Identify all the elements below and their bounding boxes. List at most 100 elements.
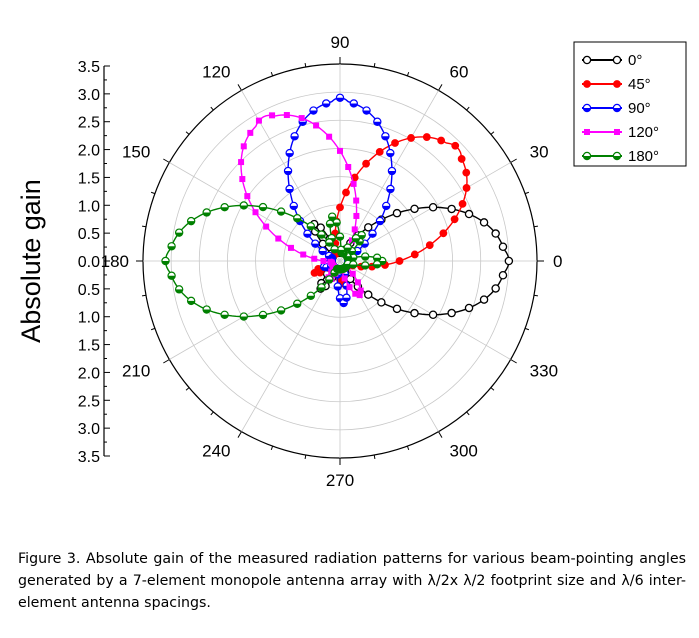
data-point — [391, 139, 399, 147]
data-point — [316, 268, 324, 277]
data-point — [303, 229, 312, 238]
angle-label: 270 — [326, 471, 354, 490]
data-point — [410, 308, 419, 318]
y-axis-label: Absolute gain — [16, 179, 46, 343]
figure-caption: Figure 3. Absolute gain of the measured … — [18, 551, 686, 611]
data-point — [293, 299, 302, 308]
radial-tick-label: 1.5 — [78, 338, 100, 355]
data-point — [220, 203, 229, 212]
radial-tick-label: 2.0 — [78, 365, 100, 382]
data-point — [320, 258, 327, 264]
angle-tick — [141, 225, 147, 228]
legend-entry: 120° — [582, 124, 659, 141]
data-point — [498, 271, 508, 280]
data-point — [325, 219, 335, 228]
data-point — [377, 298, 386, 307]
radial-tick-label: 2.0 — [78, 143, 100, 160]
angle-tick — [438, 84, 443, 91]
data-point — [293, 214, 302, 223]
data-point — [582, 103, 592, 113]
data-point — [239, 312, 249, 321]
data-point — [174, 285, 184, 294]
data-point — [337, 147, 343, 154]
data-point — [392, 208, 402, 218]
data-point — [386, 184, 395, 194]
angle-tick — [270, 71, 274, 77]
data-point — [356, 292, 363, 299]
angle-tick — [210, 106, 214, 111]
data-point — [345, 163, 352, 170]
data-point — [349, 99, 358, 108]
data-point — [161, 256, 170, 266]
data-point — [325, 238, 334, 247]
legend-entry: 90° — [582, 100, 651, 117]
data-point — [275, 235, 282, 242]
data-point — [240, 143, 247, 150]
data-point — [258, 310, 268, 320]
data-point — [349, 260, 358, 269]
data-point — [361, 252, 370, 261]
data-point — [290, 132, 299, 141]
angle-tick — [466, 106, 470, 111]
data-point — [410, 204, 419, 214]
data-point — [362, 159, 370, 168]
data-point — [407, 134, 415, 142]
data-point — [437, 136, 446, 145]
data-point — [382, 201, 391, 211]
angle-label: 150 — [122, 143, 150, 162]
data-point — [612, 151, 622, 161]
radial-tick-label: 3.0 — [78, 87, 100, 104]
data-point — [258, 202, 268, 212]
data-point — [317, 283, 326, 292]
angle-tick — [438, 431, 443, 438]
data-point — [313, 122, 320, 129]
data-point — [428, 203, 438, 212]
data-point — [349, 270, 356, 277]
angle-label: 120 — [202, 62, 230, 81]
data-point — [186, 216, 196, 226]
data-point — [354, 279, 361, 286]
data-point — [368, 229, 377, 238]
data-point — [317, 230, 326, 239]
angle-tick — [150, 191, 156, 195]
data-point — [410, 250, 419, 259]
data-point — [327, 212, 337, 221]
data-point — [283, 166, 293, 176]
angle-tick — [304, 62, 307, 68]
data-point — [447, 204, 456, 214]
data-point — [332, 218, 341, 227]
data-point — [353, 212, 360, 219]
data-point — [255, 117, 262, 124]
angle-labels: 0 30 60 90 120 150 180 210 240 270 300 330 — [101, 33, 563, 490]
data-point — [300, 251, 307, 258]
data-point — [491, 284, 500, 293]
angle-tick — [524, 191, 530, 195]
data-point — [322, 99, 331, 108]
data-point — [362, 106, 371, 115]
grid-spoke — [339, 260, 511, 360]
data-series — [161, 93, 514, 321]
data-point — [351, 226, 358, 233]
radial-tick-label: 2.5 — [78, 393, 100, 410]
angle-label: 30 — [530, 143, 549, 162]
series-4 — [161, 201, 387, 321]
data-point — [422, 133, 431, 141]
data-point — [613, 80, 621, 88]
data-point — [311, 239, 320, 248]
data-point — [336, 203, 344, 212]
data-point — [167, 242, 176, 251]
angle-tick — [490, 131, 495, 135]
data-point — [363, 223, 373, 232]
data-point — [462, 184, 471, 192]
radial-tick-label: 0.5 — [78, 282, 100, 299]
data-point — [318, 246, 327, 256]
angle-tick — [270, 445, 274, 451]
data-point — [450, 215, 459, 224]
data-point — [309, 106, 318, 115]
data-point — [289, 201, 298, 211]
angle-tick — [490, 387, 495, 391]
data-point — [335, 232, 345, 241]
radial-tick-label: 3.0 — [78, 421, 100, 438]
legend-box — [573, 41, 687, 167]
angle-tick — [150, 327, 156, 331]
